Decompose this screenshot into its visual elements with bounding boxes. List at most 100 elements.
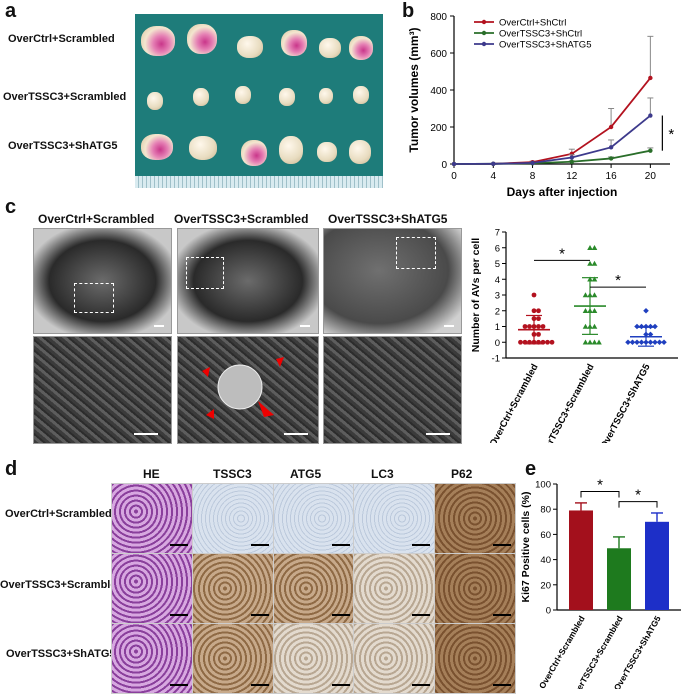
data-point [634,323,640,330]
x-axis-title: Days after injection [507,185,618,199]
x-tick-label: OverCtrl+Scrambled [488,362,541,443]
ihc-image-he [111,553,193,624]
zoom-region-box [186,257,224,289]
ihc-column-header: HE [143,467,160,481]
panel-d-label: d [5,458,18,480]
tumor [279,136,303,164]
zoom-region-box [396,237,436,269]
tumor [349,36,373,60]
ihc-image-tssc3 [192,553,274,624]
data-point [643,307,649,314]
tumor [317,142,337,162]
scale-bar [493,684,511,686]
x-tick-label: 16 [606,171,618,182]
x-tick-label: 12 [566,171,578,182]
data-point [531,308,537,314]
y-tick-label: 0 [441,160,447,171]
data-point [587,339,593,345]
ihc-image-he [111,483,193,554]
data-point [545,339,550,345]
em-zoom-overctrl [33,336,172,444]
tumor-photograph [135,14,383,188]
legend-marker [481,19,487,25]
y-tick-label: 80 [540,505,551,516]
ruler [135,176,383,188]
ihc-image-tssc3 [192,483,274,554]
data-point [591,276,598,282]
em-zoom-overtssc3 [177,336,319,444]
ihc-image-atg5 [273,483,355,554]
x-tick-label: 0 [451,171,457,182]
data-point [608,145,614,150]
y-tick-label: 40 [540,555,551,566]
bar [607,548,631,610]
scale-bar [170,614,188,616]
data-point [536,331,541,337]
ihc-row-label: OverTSSC3+ShATG5 [6,648,116,660]
data-point [591,292,598,298]
significance-bracket [618,501,658,508]
y-tick-label: 400 [430,86,447,97]
ihc-image-p62 [434,553,516,624]
scale-bar [251,544,269,546]
data-point [648,113,653,118]
tumor [141,26,175,56]
legend-label: OverCtrl+ShCtrl [499,18,566,29]
tumor [193,88,209,106]
y-tick-label: 200 [430,123,447,134]
significance-star: * [668,126,674,143]
ihc-image-lc3 [353,623,435,694]
tumor [189,136,217,160]
ihc-image-tssc3 [192,623,274,694]
tumor [241,140,267,166]
panel-a-row-label: OverTSSC3+ShATG5 [8,140,118,152]
y-tick-label: 5 [495,259,500,270]
tumor [147,92,163,110]
y-tick-label: 0 [546,606,551,617]
data-point [608,124,614,130]
data-point [608,156,614,161]
scale-bar [412,544,430,546]
tumor [281,30,307,56]
data-point [648,148,653,153]
data-point [522,324,528,329]
panel-c-column-header: OverTSSC3+ShATG5 [328,212,448,226]
data-point [491,161,496,167]
significance-star: * [597,477,603,494]
legend-label: OverTSSC3+ShATG5 [499,40,591,51]
panel-b-label: b [402,0,415,22]
scale-bar [251,614,269,616]
data-point [549,339,555,345]
y-tick-label: 800 [430,12,447,23]
data-point [582,339,589,345]
y-tick-label: 7 [495,228,500,239]
data-point [582,292,589,298]
data-point [518,339,523,345]
data-point [582,307,589,313]
scale-bar [332,684,350,686]
significance-star: * [615,272,621,289]
data-point [591,307,598,313]
em-image-overctrl [33,228,172,334]
ihc-column-header: LC3 [371,467,394,481]
y-tick-label: 20 [540,580,551,591]
data-point [587,244,593,250]
ihc-image-p62 [434,623,516,694]
ihc-image-atg5 [273,553,355,624]
bar [645,521,669,610]
y-tick-label: 0 [495,338,500,349]
series-line [453,77,652,165]
y-tick-label: 6 [495,243,500,254]
data-point [596,339,602,345]
y-tick-label: 600 [430,49,447,60]
y-axis-title: Ki67 Positive cells (%) [520,492,532,603]
autophagic-vacuole-markers [202,357,284,419]
data-point [536,316,541,322]
tumor [353,86,369,104]
significance-bracket [580,491,620,498]
scale-bar [412,614,430,616]
panel-a-label: a [5,0,17,22]
ihc-image-lc3 [353,553,435,624]
data-point [582,323,589,329]
